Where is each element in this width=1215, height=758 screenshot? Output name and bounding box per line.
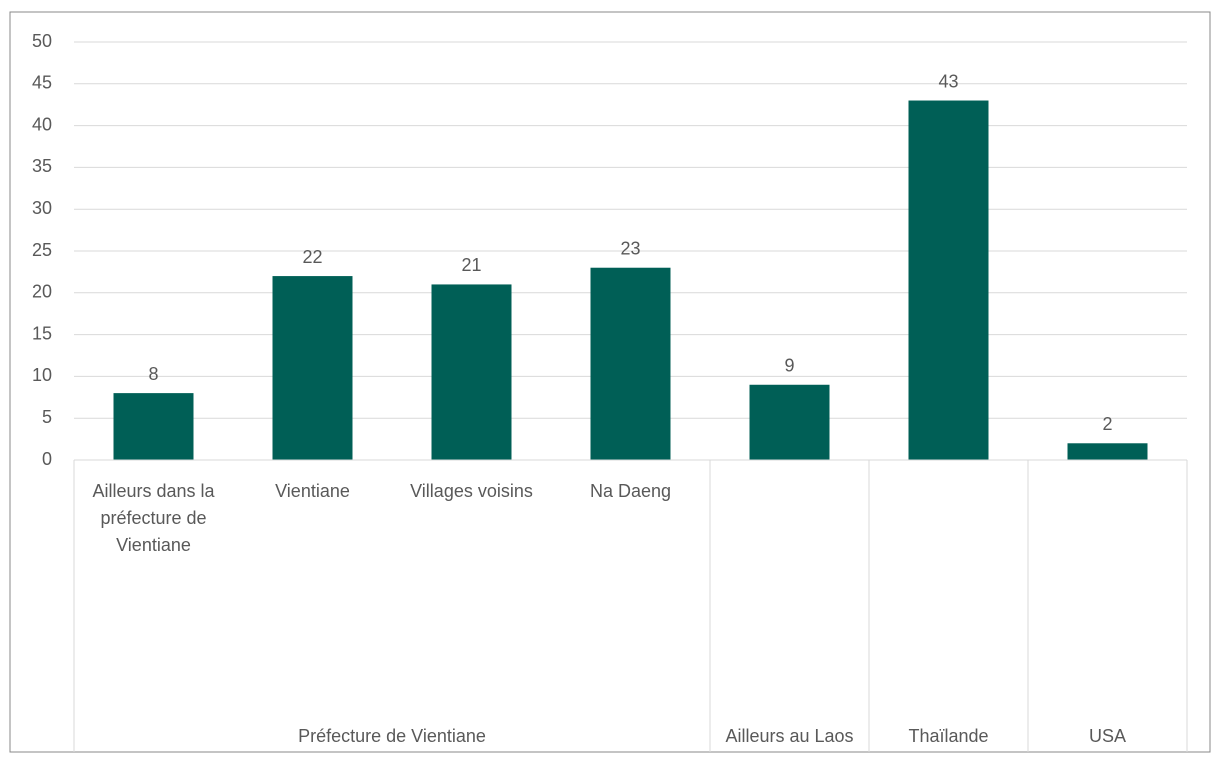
value-label: 8 xyxy=(148,364,158,384)
y-tick-label: 50 xyxy=(32,31,52,51)
value-label: 9 xyxy=(784,356,794,376)
bar xyxy=(431,284,512,460)
group-label: Ailleurs au Laos xyxy=(725,726,853,746)
group-label: Préfecture de Vientiane xyxy=(298,726,486,746)
bar xyxy=(272,276,353,460)
y-tick-label: 30 xyxy=(32,198,52,218)
y-tick-label: 10 xyxy=(32,365,52,385)
y-tick-label: 20 xyxy=(32,282,52,302)
value-label: 22 xyxy=(302,247,322,267)
y-tick-label: 35 xyxy=(32,156,52,176)
bar xyxy=(1067,443,1148,460)
bar xyxy=(908,100,989,461)
bar xyxy=(113,393,194,460)
group-label: Thaïlande xyxy=(908,726,988,746)
y-tick-label: 40 xyxy=(32,114,52,134)
x-tick-label: Vientiane xyxy=(275,481,350,501)
y-tick-label: 45 xyxy=(32,73,52,93)
y-tick-label: 25 xyxy=(32,240,52,260)
value-label: 43 xyxy=(938,71,958,91)
value-label: 23 xyxy=(620,238,640,258)
y-tick-label: 5 xyxy=(42,407,52,427)
y-tick-label: 0 xyxy=(42,449,52,469)
group-label: USA xyxy=(1089,726,1126,746)
y-tick-label: 15 xyxy=(32,323,52,343)
x-tick-label: Na Daeng xyxy=(589,481,672,501)
bar xyxy=(590,267,671,460)
frame xyxy=(9,11,1211,753)
x-tick-label: Ailleurs dans la préfecture de Vientiane xyxy=(92,481,215,555)
value-label: 21 xyxy=(461,255,481,275)
x-tick-label: Villages voisins xyxy=(410,481,533,501)
value-label: 2 xyxy=(1102,414,1112,434)
bar xyxy=(749,384,830,460)
